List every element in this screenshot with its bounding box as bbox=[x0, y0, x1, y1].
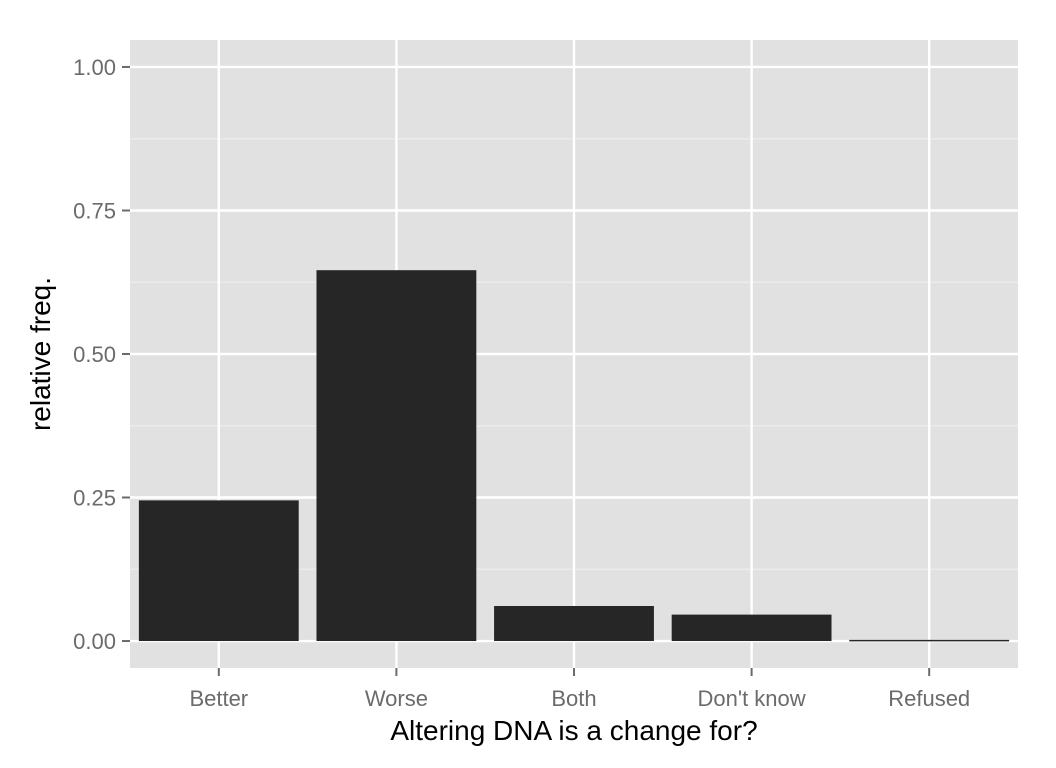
y-tick-label: 0.00 bbox=[73, 629, 116, 654]
x-tick-label: Refused bbox=[888, 686, 970, 711]
y-tick-label: 1.00 bbox=[73, 55, 116, 80]
y-tick-label: 0.50 bbox=[73, 342, 116, 367]
x-axis-title: Altering DNA is a change for? bbox=[390, 715, 757, 746]
x-tick-label: Both bbox=[551, 686, 596, 711]
y-tick-label: 0.25 bbox=[73, 486, 116, 511]
x-tick-label: Worse bbox=[365, 686, 428, 711]
y-tick-label: 0.75 bbox=[73, 198, 116, 223]
bar bbox=[494, 606, 654, 642]
bar bbox=[138, 500, 299, 642]
bar bbox=[671, 614, 832, 642]
x-axis: Better Worse Both Don't know Refused bbox=[189, 668, 970, 711]
bar bbox=[316, 270, 477, 642]
bars bbox=[138, 270, 1010, 642]
y-axis: 0.00 0.25 0.50 0.75 1.00 bbox=[73, 55, 130, 654]
x-tick-label: Better bbox=[189, 686, 248, 711]
x-tick-label: Don't know bbox=[698, 686, 806, 711]
bar bbox=[849, 639, 1010, 642]
y-axis-title: relative freq. bbox=[25, 277, 56, 431]
